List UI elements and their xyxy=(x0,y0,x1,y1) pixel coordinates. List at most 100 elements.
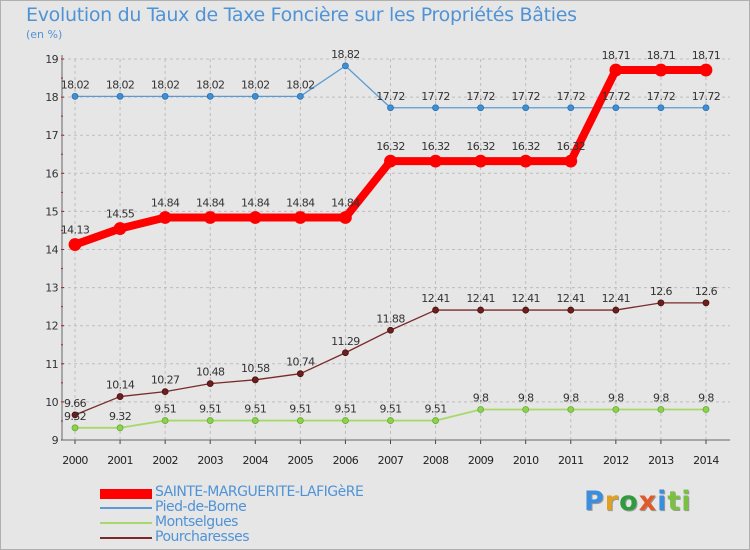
data-point-sainte-marguerite xyxy=(699,63,713,77)
data-point-montselgues xyxy=(432,417,439,424)
legend-label-montselgues: Montselgues xyxy=(155,514,238,530)
data-label-pied-de-borne: 17.72 xyxy=(376,90,405,103)
data-point-pied-de-borne xyxy=(657,104,665,112)
data-label-montselgues: 9.51 xyxy=(425,403,447,416)
data-point-pourcharesses xyxy=(657,299,665,307)
data-label-pourcharesses: 11.29 xyxy=(331,335,360,348)
data-label-pourcharesses: 12.6 xyxy=(695,285,718,298)
data-point-sainte-marguerite xyxy=(293,211,307,224)
data-label-pourcharesses: 12.41 xyxy=(466,292,495,305)
legend-label-pied-de-borne: Pied-de-Borne xyxy=(155,499,247,515)
x-tick-label: 2014 xyxy=(693,454,719,467)
data-label-montselgues: 9.8 xyxy=(698,392,714,405)
y-tick-label: 18 xyxy=(45,91,58,104)
data-point-sainte-marguerite xyxy=(429,154,442,168)
data-point-pied-de-borne xyxy=(477,104,485,112)
data-label-pied-de-borne: 18.02 xyxy=(61,78,90,91)
x-tick-label: 2011 xyxy=(558,454,584,467)
data-point-montselgues xyxy=(657,406,665,413)
data-point-montselgues xyxy=(116,424,124,432)
data-label-pied-de-borne: 18.02 xyxy=(106,78,135,91)
data-label-pourcharesses: 10.14 xyxy=(106,379,135,392)
data-label-sainte-marguerite: 14.84 xyxy=(196,196,225,209)
data-label-montselgues: 9.51 xyxy=(199,403,221,416)
y-tick-label: 14 xyxy=(45,244,58,257)
x-tick-label: 2003 xyxy=(197,454,223,467)
data-point-sainte-marguerite xyxy=(113,222,127,235)
data-point-sainte-marguerite xyxy=(248,211,262,224)
proxiti-logo: Proxiti xyxy=(584,486,692,517)
data-label-pourcharesses: 12.41 xyxy=(421,292,450,305)
data-point-pourcharesses xyxy=(702,299,710,307)
data-label-montselgues: 9.51 xyxy=(154,403,176,416)
data-point-sainte-marguerite xyxy=(339,211,352,224)
data-label-sainte-marguerite: 16.32 xyxy=(557,140,586,153)
data-point-pied-de-borne xyxy=(206,92,214,100)
data-label-pied-de-borne: 17.72 xyxy=(557,90,586,103)
data-label-montselgues: 9.51 xyxy=(379,403,401,416)
data-point-pied-de-borne xyxy=(296,92,304,100)
x-tick-label: 2001 xyxy=(107,454,133,467)
data-label-sainte-marguerite: 14.84 xyxy=(241,196,270,209)
data-point-pourcharesses xyxy=(161,388,169,396)
data-point-sainte-marguerite xyxy=(519,154,533,168)
data-label-sainte-marguerite: 18.71 xyxy=(602,49,631,62)
y-tick-label: 19 xyxy=(45,53,58,66)
data-point-sainte-marguerite xyxy=(158,211,172,224)
data-point-montselgues xyxy=(161,417,169,424)
data-point-pied-de-borne xyxy=(702,104,710,112)
data-point-montselgues xyxy=(206,417,214,424)
data-point-pied-de-borne xyxy=(567,104,575,112)
x-tick-label: 2009 xyxy=(468,454,494,467)
data-label-pourcharesses: 12.41 xyxy=(557,292,586,305)
data-point-pourcharesses xyxy=(612,306,620,314)
data-point-sainte-marguerite xyxy=(68,238,82,251)
legend-label-sainte-marguerite: SAINTE-MARGUERITE-LAFIGèRE xyxy=(155,484,364,500)
data-point-montselgues xyxy=(567,406,575,413)
data-label-montselgues: 9.51 xyxy=(289,403,311,416)
data-point-montselgues xyxy=(702,406,710,413)
data-point-pied-de-borne xyxy=(161,92,169,100)
y-tick-label: 13 xyxy=(45,282,58,295)
data-label-sainte-marguerite: 14.55 xyxy=(106,208,135,221)
data-label-sainte-marguerite: 14.84 xyxy=(286,196,315,209)
data-label-montselgues: 9.51 xyxy=(334,403,356,416)
data-point-pourcharesses xyxy=(116,393,124,400)
data-point-pied-de-borne xyxy=(432,104,439,112)
data-point-sainte-marguerite xyxy=(474,154,488,168)
legend-swatch-montselgues xyxy=(100,522,152,524)
x-tick-label: 2012 xyxy=(603,454,629,467)
data-label-montselgues: 9.8 xyxy=(653,392,669,405)
data-point-montselgues xyxy=(477,406,485,413)
chart-unit: (en %) xyxy=(26,28,63,41)
y-tick-label: 17 xyxy=(45,129,58,142)
data-label-montselgues: 9.32 xyxy=(64,410,86,423)
y-tick-label: 11 xyxy=(45,358,58,371)
data-point-sainte-marguerite xyxy=(654,63,668,77)
x-tick-label: 2006 xyxy=(333,454,359,467)
data-label-pourcharesses: 10.27 xyxy=(151,374,180,387)
data-label-pied-de-borne: 17.72 xyxy=(692,90,721,103)
data-label-sainte-marguerite: 18.71 xyxy=(692,49,721,62)
chart-title: Evolution du Taux de Taxe Foncière sur l… xyxy=(26,4,577,26)
data-label-sainte-marguerite: 14.84 xyxy=(331,196,360,209)
x-tick-label: 2008 xyxy=(423,454,449,467)
data-point-montselgues xyxy=(612,406,620,413)
data-point-pied-de-borne xyxy=(522,104,530,112)
data-point-pied-de-borne xyxy=(251,92,259,100)
data-label-pourcharesses: 9.66 xyxy=(64,397,87,410)
data-point-pourcharesses xyxy=(206,380,214,388)
data-label-montselgues: 9.32 xyxy=(109,410,131,423)
data-label-sainte-marguerite: 14.84 xyxy=(151,196,180,209)
data-label-montselgues: 9.8 xyxy=(473,392,489,405)
legend-swatch-pied-de-borne xyxy=(100,507,152,509)
data-label-pied-de-borne: 17.72 xyxy=(511,90,540,103)
data-label-sainte-marguerite: 16.32 xyxy=(376,140,405,153)
data-label-pied-de-borne: 17.72 xyxy=(647,90,676,103)
y-tick-label: 10 xyxy=(45,396,58,409)
data-point-montselgues xyxy=(251,417,259,424)
data-label-pied-de-borne: 18.82 xyxy=(331,48,360,61)
data-label-pourcharesses: 10.74 xyxy=(286,356,315,369)
data-point-montselgues xyxy=(71,424,79,432)
x-tick-label: 2002 xyxy=(152,454,178,467)
